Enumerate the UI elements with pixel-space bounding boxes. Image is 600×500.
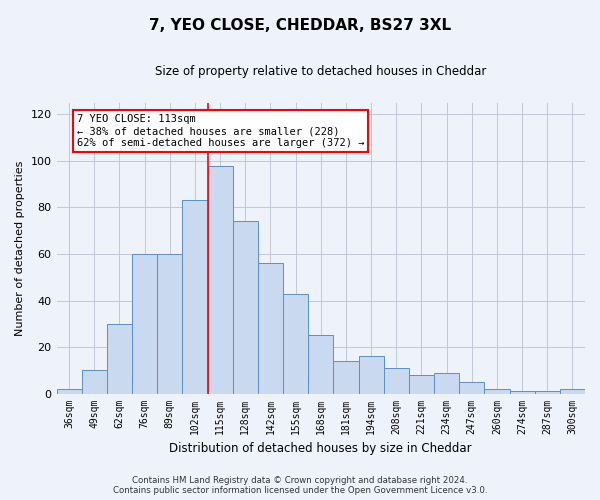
- Bar: [459, 382, 484, 394]
- Bar: [56, 389, 82, 394]
- Bar: [359, 356, 383, 394]
- Bar: [208, 166, 233, 394]
- Bar: [434, 372, 459, 394]
- Bar: [107, 324, 132, 394]
- Bar: [509, 391, 535, 394]
- Bar: [82, 370, 107, 394]
- Bar: [409, 375, 434, 394]
- Bar: [535, 391, 560, 394]
- Text: Contains HM Land Registry data © Crown copyright and database right 2024.
Contai: Contains HM Land Registry data © Crown c…: [113, 476, 487, 495]
- Bar: [560, 389, 585, 394]
- Bar: [334, 361, 359, 394]
- Bar: [132, 254, 157, 394]
- Bar: [157, 254, 182, 394]
- X-axis label: Distribution of detached houses by size in Cheddar: Distribution of detached houses by size …: [169, 442, 472, 455]
- Bar: [283, 294, 308, 394]
- Bar: [233, 222, 258, 394]
- Bar: [258, 264, 283, 394]
- Text: 7 YEO CLOSE: 113sqm
← 38% of detached houses are smaller (228)
62% of semi-detac: 7 YEO CLOSE: 113sqm ← 38% of detached ho…: [77, 114, 364, 148]
- Title: Size of property relative to detached houses in Cheddar: Size of property relative to detached ho…: [155, 65, 487, 78]
- Bar: [383, 368, 409, 394]
- Bar: [308, 336, 334, 394]
- Bar: [484, 389, 509, 394]
- Text: 7, YEO CLOSE, CHEDDAR, BS27 3XL: 7, YEO CLOSE, CHEDDAR, BS27 3XL: [149, 18, 451, 32]
- Y-axis label: Number of detached properties: Number of detached properties: [15, 160, 25, 336]
- Bar: [182, 200, 208, 394]
